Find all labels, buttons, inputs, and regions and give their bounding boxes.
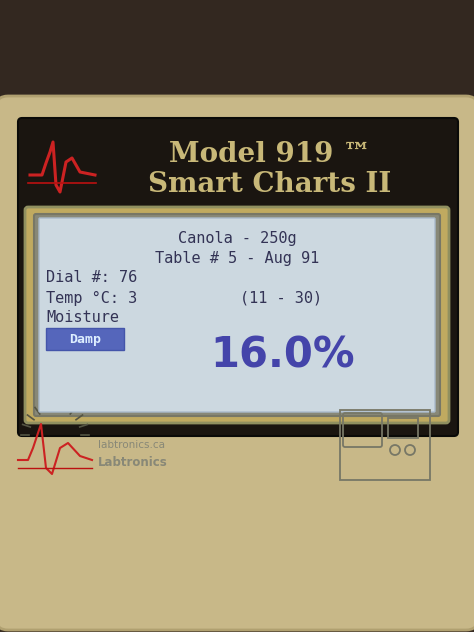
Text: Smart Charts II: Smart Charts II <box>148 171 392 198</box>
Text: labtronics.ca: labtronics.ca <box>98 440 165 450</box>
Bar <box>46 328 124 350</box>
Bar <box>388 418 418 438</box>
Bar <box>0 0 474 115</box>
FancyBboxPatch shape <box>34 214 440 416</box>
FancyBboxPatch shape <box>39 218 435 412</box>
FancyBboxPatch shape <box>0 96 474 630</box>
Text: Labtronics: Labtronics <box>98 456 168 468</box>
Text: Canola - 250g: Canola - 250g <box>178 231 296 245</box>
Text: 16.0%: 16.0% <box>210 334 355 376</box>
FancyBboxPatch shape <box>18 118 458 436</box>
Text: Damp: Damp <box>69 332 101 346</box>
Text: Model 919 ™: Model 919 ™ <box>169 142 371 169</box>
Text: Temp °C: 3: Temp °C: 3 <box>46 291 137 305</box>
Text: Moisture: Moisture <box>46 310 119 325</box>
Text: Table # 5 - Aug 91: Table # 5 - Aug 91 <box>155 250 319 265</box>
Text: (11 - 30): (11 - 30) <box>240 291 322 305</box>
Bar <box>340 410 430 480</box>
Text: Dial #: 76: Dial #: 76 <box>46 270 137 286</box>
FancyBboxPatch shape <box>25 207 449 423</box>
